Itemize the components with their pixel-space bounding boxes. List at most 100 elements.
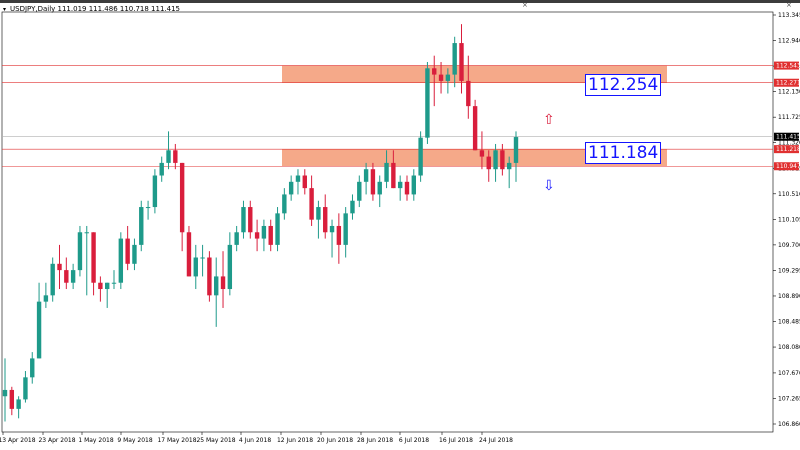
y-tick-label: 107.670 [778, 370, 800, 377]
candle-body [193, 257, 198, 277]
candle-body [145, 207, 151, 209]
price-tag-zone-upper-top: 112.543 [776, 63, 800, 70]
candle-body [506, 162, 512, 170]
candle-body [404, 181, 410, 195]
y-tick-label: 108.485 [778, 319, 800, 326]
candle-body [159, 162, 164, 176]
candle-body [105, 282, 110, 290]
close-icon[interactable]: × [522, 1, 528, 9]
candle-body [513, 137, 519, 163]
x-tick-label: 9 May 2018 [117, 437, 152, 444]
candle-body [466, 80, 471, 107]
candle-body [36, 301, 42, 359]
up-arrow-icon: ⇧ [543, 112, 555, 128]
x-tick-label: 1 May 2018 [78, 437, 113, 444]
candle-body [152, 175, 158, 208]
candle-body [261, 225, 267, 239]
y-tick-label: 113.345 [778, 12, 800, 19]
candle-body [118, 238, 124, 283]
candle-body [227, 244, 233, 290]
candle-body [234, 232, 239, 245]
x-tick-label: 25 May 2018 [196, 437, 235, 444]
candle-body [282, 194, 287, 214]
price-tag-box [774, 78, 799, 87]
x-tick-label: 6 Jul 2018 [399, 437, 429, 444]
price-tag-box [774, 132, 799, 141]
candle-body [166, 150, 171, 163]
y-tick-label: 112.130 [778, 89, 800, 96]
candle-body [214, 276, 219, 296]
candle-body [275, 213, 280, 245]
candle-body [343, 213, 348, 245]
candle-body [397, 181, 403, 189]
candle-body [241, 207, 246, 233]
y-tick-label: 112.940 [778, 38, 800, 45]
candle-body [363, 169, 369, 182]
y-tick-label: 106.860 [778, 421, 800, 428]
candle-body [329, 225, 335, 233]
y-tick-label: 108.890 [778, 293, 800, 300]
candle-body [336, 225, 342, 245]
candle-body [357, 181, 362, 201]
candle-body [139, 207, 144, 245]
y-tick-label: 111.320 [778, 140, 800, 147]
lower-level-label: 111.184 [585, 142, 662, 164]
candle-body [57, 263, 62, 271]
price-tag-box [774, 162, 799, 171]
down-arrow-icon: ⇩ [543, 178, 555, 194]
window-top-edge [0, 0, 800, 3]
x-tick-label: 4 Jun 2018 [239, 437, 271, 444]
candle-body [111, 282, 117, 284]
candle-body [500, 150, 505, 170]
y-tick-label: 111.725 [778, 114, 800, 121]
close-icon-right[interactable]: × [786, 1, 792, 9]
candle-body [207, 257, 212, 296]
candle-body [288, 181, 294, 195]
candle-body [43, 295, 49, 302]
candle-body [125, 238, 130, 264]
candle-body [316, 207, 321, 220]
zone-rect-0 [282, 65, 667, 83]
candle-body [50, 263, 55, 296]
candle-body [70, 270, 76, 283]
y-tick-label: 110.105 [778, 216, 800, 223]
candle-body [132, 244, 137, 264]
x-tick-label: 20 Jun 2018 [317, 437, 353, 444]
candle-body [493, 150, 498, 170]
candle-body [377, 181, 382, 195]
candle-body [391, 162, 396, 189]
y-tick-label: 110.510 [778, 191, 800, 198]
candle-body [302, 175, 307, 189]
candle-body [254, 232, 260, 239]
candle-body [384, 162, 389, 182]
y-tick-label: 107.265 [778, 395, 800, 402]
candle-body [98, 282, 103, 290]
candle-body [370, 169, 376, 195]
candle-body [30, 358, 35, 378]
candle-body [295, 175, 301, 182]
x-tick-label: 16 Jul 2018 [439, 437, 473, 444]
candle-body [472, 106, 478, 151]
candle-body [9, 389, 15, 409]
y-tick-label: 109.295 [778, 267, 800, 274]
y-tick-label: 109.700 [778, 242, 800, 249]
candle-body [91, 232, 96, 283]
chevron-down-icon[interactable]: ▾ [3, 6, 7, 13]
candle-body [445, 74, 451, 81]
y-tick-label: 108.080 [778, 344, 800, 351]
candle-body [200, 257, 205, 259]
candle-body [486, 156, 491, 170]
candle-body [459, 43, 464, 81]
candle-body [23, 377, 28, 400]
x-tick-label: 13 Apr 2018 [0, 437, 36, 444]
candle-body [220, 276, 226, 290]
candle-body [438, 74, 444, 81]
candle-body [350, 200, 355, 214]
candle-body [16, 399, 21, 409]
x-tick-label: 23 Apr 2018 [38, 437, 75, 444]
chart-title: USDJPY,Daily 111.019 111.486 110.718 111… [10, 5, 180, 13]
candle-body [479, 150, 485, 157]
price-tag-zone-lower-top: 111.218 [776, 146, 800, 153]
